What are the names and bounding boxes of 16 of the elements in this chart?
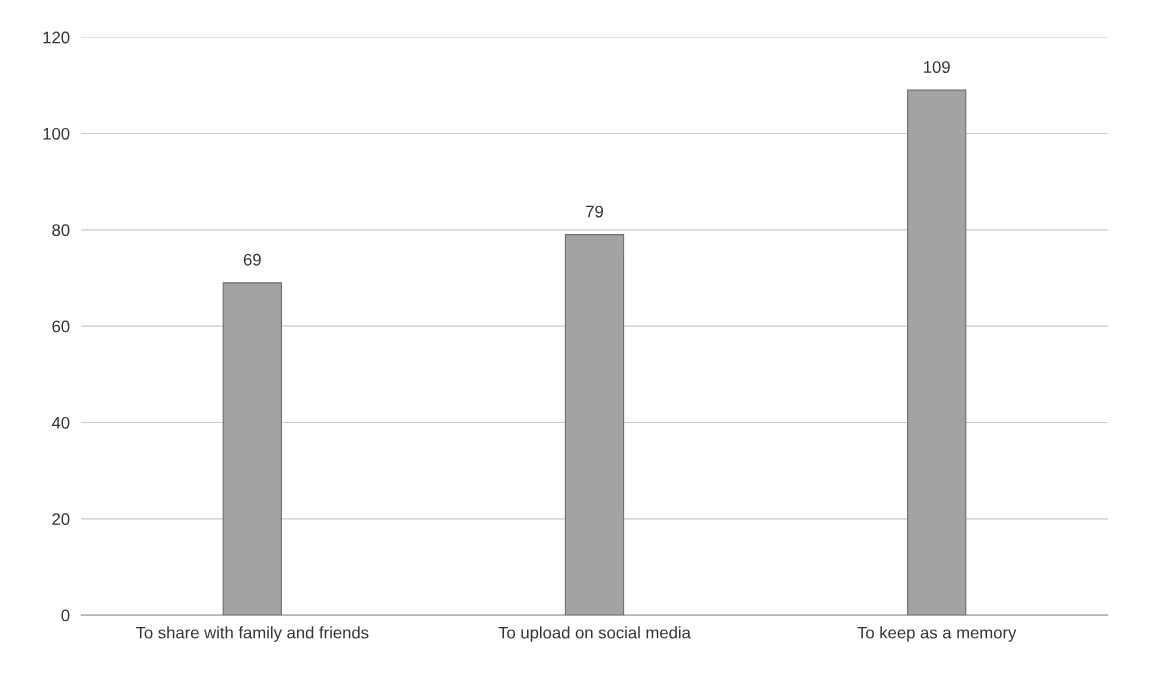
- data-label: 109: [924, 61, 950, 73]
- y-tick-label: 0: [61, 609, 70, 622]
- x-tick-label: To keep as a memory: [857, 626, 1017, 642]
- x-tick-label: To share with family and friends: [135, 626, 369, 642]
- data-label: 69: [243, 253, 261, 266]
- x-tick-label: To upload on social media: [498, 626, 691, 642]
- bar: [222, 282, 282, 616]
- y-tick-label: 80: [52, 224, 70, 237]
- y-tick-label: 120: [43, 31, 70, 44]
- y-tick-label: 60: [52, 320, 70, 333]
- bar: [564, 234, 625, 616]
- data-label: 79: [586, 205, 603, 218]
- bar: [907, 89, 967, 616]
- y-tick-label: 100: [43, 127, 70, 140]
- y-tick-label: 40: [51, 416, 70, 429]
- y-tick-label: 20: [52, 513, 70, 526]
